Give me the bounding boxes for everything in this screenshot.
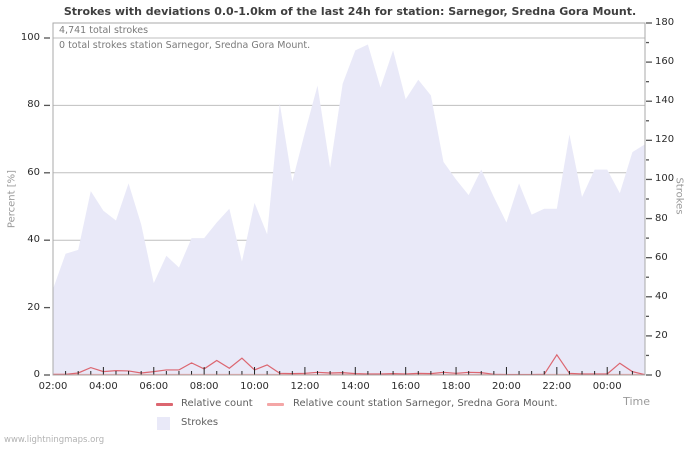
- x-axis-tick-label: 22:00: [542, 381, 572, 392]
- legend-relative-count-station-swatch: [267, 403, 284, 406]
- left-axis-title: Percent [%]: [6, 169, 18, 229]
- left-axis-tick-label: 20: [27, 301, 40, 313]
- plot-area: 4,741 total strokes 0 total strokes stat…: [21, 17, 674, 392]
- x-axis-tick-label: 06:00: [139, 381, 169, 392]
- x-axis-tick-label: 10:00: [240, 381, 269, 392]
- x-axis-tick-label: 00:00: [592, 381, 622, 392]
- right-axis-tick-label: 100: [655, 173, 675, 185]
- right-axis-tick-label: 80: [655, 212, 668, 224]
- left-axis-tick-label: 0: [33, 369, 40, 380]
- left-axis-tick-label: 80: [27, 99, 40, 111]
- right-axis-tick-label: 20: [655, 329, 668, 341]
- left-axis-tick-label: 60: [27, 166, 40, 178]
- x-axis-title: Time: [623, 395, 650, 408]
- right-axis-tick-label: 160: [655, 56, 675, 68]
- legend-strokes-swatch: [157, 417, 170, 430]
- right-axis-tick-label: 140: [655, 95, 675, 107]
- x-axis-tick-label: 12:00: [290, 381, 320, 392]
- left-axis-tick-label: 100: [20, 32, 40, 43]
- legend-strokes-label: Strokes: [181, 417, 219, 428]
- station-strokes-annotation: 0 total strokes station Sarnegor, Sredna…: [59, 40, 311, 51]
- right-axis-tick-label: 120: [655, 134, 675, 146]
- right-axis-tick-label: 180: [655, 17, 675, 28]
- legend-relative-count-swatch: [156, 403, 173, 406]
- x-axis-tick-label: 02:00: [38, 381, 68, 392]
- right-axis-tick-label: 0: [655, 369, 662, 380]
- x-axis-tick-label: 20:00: [492, 381, 521, 392]
- left-axis-tick-label: 40: [27, 234, 40, 246]
- legend-relative-count-station-label: Relative count station Sarnegor, Sredna …: [293, 398, 558, 409]
- right-axis-title: Strokes: [673, 177, 685, 215]
- total-strokes-annotation: 4,741 total strokes: [59, 25, 149, 36]
- x-axis-tick-label: 18:00: [441, 381, 471, 392]
- right-axis-tick-label: 40: [655, 290, 668, 302]
- x-axis-tick-label: 08:00: [189, 381, 219, 392]
- plot-canvas: [44, 22, 652, 376]
- x-axis-tick-label: 04:00: [88, 381, 118, 392]
- right-axis-tick-label: 60: [655, 251, 668, 263]
- chart-title: Strokes with deviations 0.0-1.0km of the…: [63, 5, 637, 18]
- watermark: www.lightningmaps.org: [4, 435, 105, 445]
- x-axis-tick-label: 14:00: [340, 381, 370, 392]
- legend-relative-count-label: Relative count: [181, 398, 253, 409]
- x-axis-tick-label: 16:00: [391, 381, 421, 392]
